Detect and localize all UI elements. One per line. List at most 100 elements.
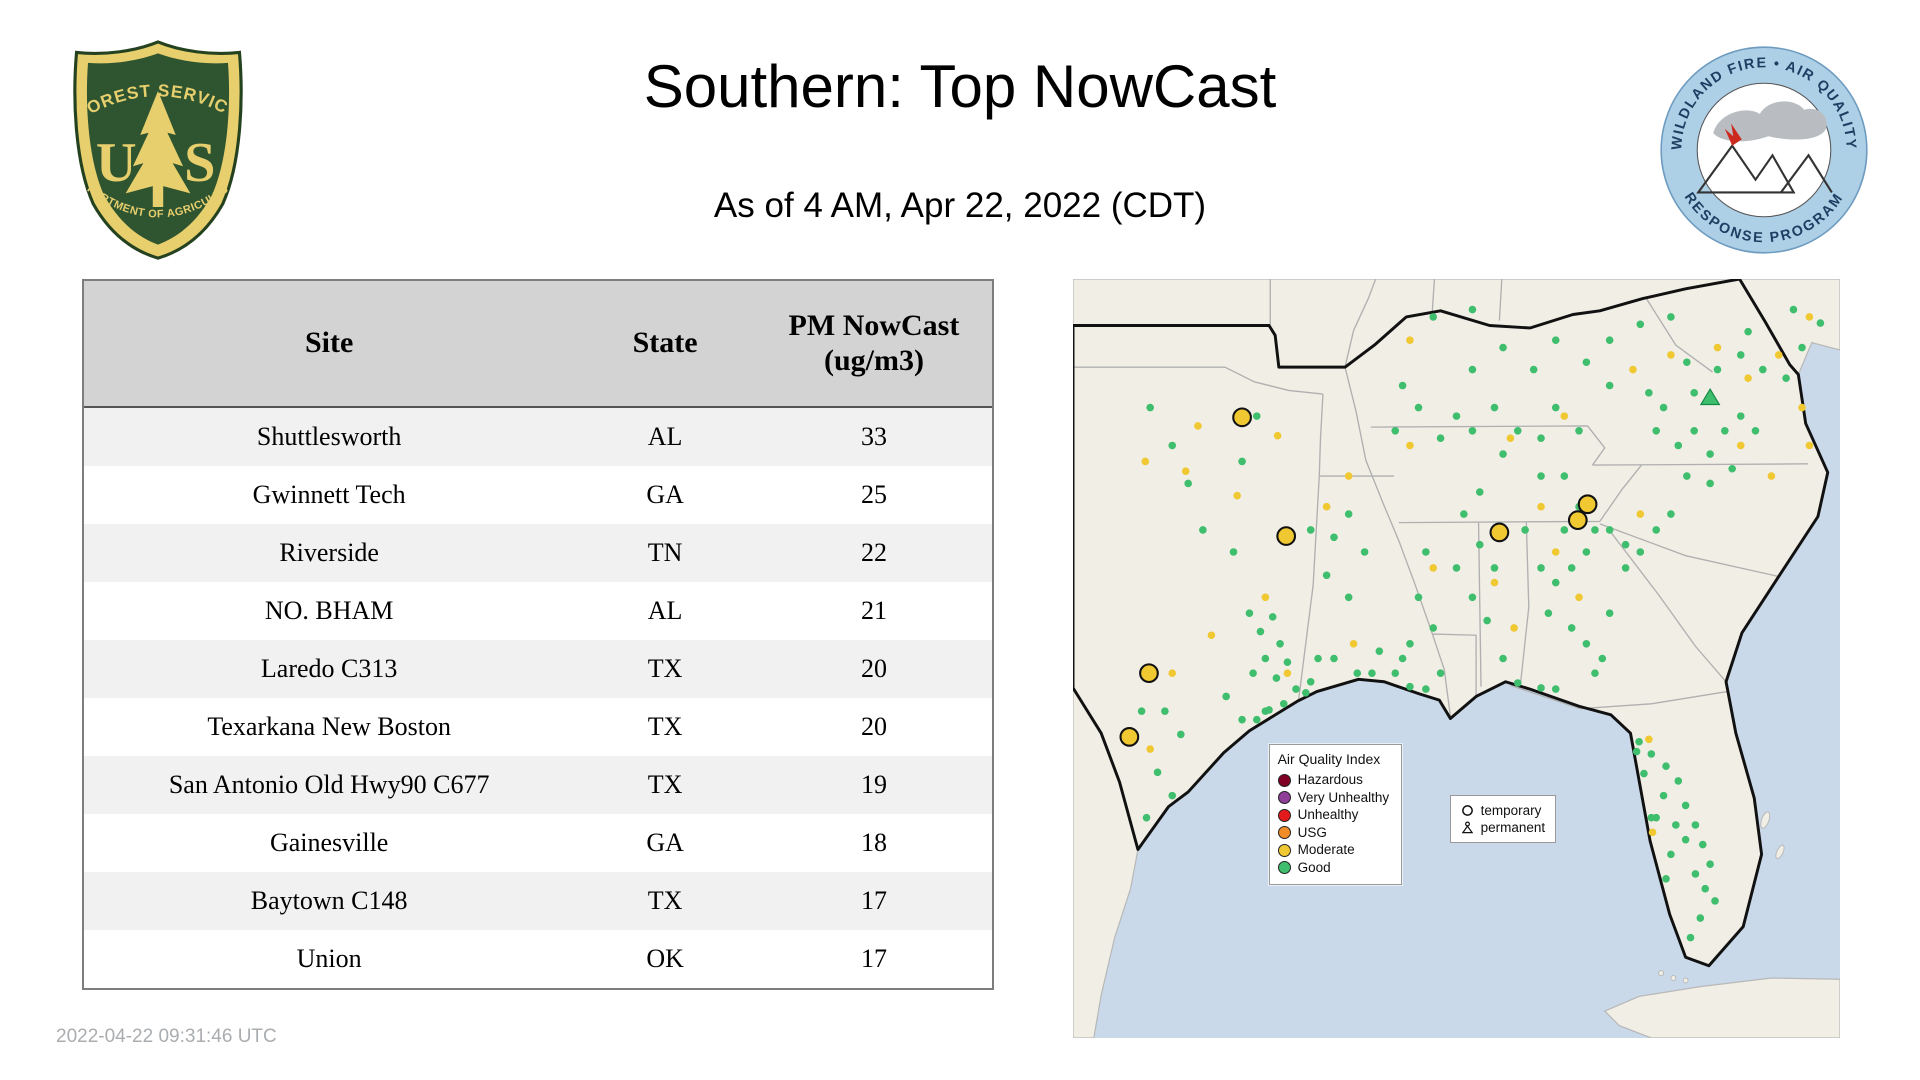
table-row: Laredo C313 TX 20 bbox=[84, 640, 992, 698]
aqi-legend-item: USG bbox=[1277, 824, 1390, 842]
island bbox=[1760, 811, 1771, 829]
monitor-good-dot bbox=[1322, 571, 1331, 580]
monitor-temporary-moderate bbox=[1567, 510, 1588, 531]
monitor-moderate-dot bbox=[1805, 313, 1814, 321]
monitor-good-dot bbox=[1706, 860, 1714, 868]
monitor-moderate-dot bbox=[1774, 351, 1783, 359]
monitor-temporary-moderate bbox=[1139, 663, 1159, 684]
monitor-good-dot bbox=[1582, 548, 1591, 556]
monitor-good-dot bbox=[1344, 593, 1353, 602]
monitor-good-dot bbox=[1672, 821, 1680, 829]
table-row: Riverside TN 22 bbox=[84, 524, 992, 582]
monitor-good-dot bbox=[1789, 305, 1798, 314]
pine-tree-icon bbox=[125, 91, 191, 207]
monitor-moderate-dot bbox=[1349, 640, 1358, 648]
monitor-good-dot bbox=[1551, 403, 1560, 412]
monitor-good-dot bbox=[1591, 526, 1599, 534]
monitor-good-dot bbox=[1652, 526, 1661, 534]
monitor-good-dot bbox=[1521, 526, 1529, 534]
monitor-good-dot bbox=[1816, 319, 1825, 327]
logo-inner-circle bbox=[1696, 82, 1832, 218]
table-row: NO. BHAM AL 21 bbox=[84, 582, 992, 640]
monitor-permanent-good bbox=[1699, 387, 1721, 406]
table-header-row: Site State PM NowCast (ug/m3) bbox=[84, 281, 992, 408]
monitor-good-dot bbox=[1314, 654, 1322, 663]
state-borders bbox=[1073, 279, 1809, 717]
monitor-moderate-dot bbox=[1629, 365, 1637, 374]
monitor-good-dot bbox=[1222, 692, 1230, 701]
monitor-good-dot bbox=[1391, 427, 1400, 435]
monitor-moderate-dot bbox=[1744, 374, 1752, 382]
monitor-good-dot bbox=[1736, 412, 1745, 420]
monitor-good-dot bbox=[1261, 654, 1270, 663]
monitor-good-dot bbox=[1161, 707, 1169, 715]
monitor-good-dot bbox=[1621, 564, 1630, 572]
column-header: PM NowCast (ug/m3) bbox=[755, 281, 992, 408]
monitor-moderate-dot bbox=[1667, 351, 1675, 359]
monitor-good-dot bbox=[1279, 700, 1288, 708]
monitor-good-dot bbox=[1406, 640, 1414, 648]
smoke-plume-icon bbox=[1713, 101, 1827, 142]
monitor-good-dot bbox=[1184, 479, 1192, 488]
aqi-legend-item: Moderate bbox=[1277, 841, 1390, 859]
monitor-moderate-dot bbox=[1429, 564, 1438, 572]
marker-legend-temporary-label: temporary bbox=[1480, 803, 1542, 819]
usfs-monogram-u: U bbox=[96, 132, 137, 194]
monitor-good-dot bbox=[1605, 609, 1614, 617]
monitor-good-dot bbox=[1422, 548, 1430, 556]
monitor-good-dot bbox=[1667, 850, 1675, 859]
monitor-good-dot bbox=[1636, 548, 1645, 556]
monitor-temporary-moderate bbox=[1489, 522, 1510, 543]
monitor-good-dot bbox=[1683, 358, 1691, 367]
monitor-moderate-dot bbox=[1575, 593, 1583, 602]
monitor-good-dot bbox=[1499, 343, 1507, 352]
monitor-good-dot bbox=[1142, 813, 1151, 822]
table-row: Baytown C148 TX 17 bbox=[84, 872, 992, 930]
table-row: Gwinnett Tech GA 25 bbox=[84, 466, 992, 524]
monitor-good-dot bbox=[1199, 526, 1207, 534]
monitor-good-dot bbox=[1632, 747, 1641, 756]
monitor-good-dot bbox=[1306, 526, 1315, 534]
table-row: Texarkana New Boston TX 20 bbox=[84, 698, 992, 756]
monitor-good-dot bbox=[1475, 488, 1484, 496]
monitor-good-dot bbox=[1706, 479, 1714, 488]
monitor-moderate-dot bbox=[1767, 472, 1776, 480]
monitor-good-dot bbox=[1452, 412, 1461, 420]
monitor-good-dot bbox=[1265, 706, 1273, 714]
monitor-good-dot bbox=[1414, 593, 1423, 602]
monitor-good-dot bbox=[1701, 884, 1710, 893]
monitor-good-dot bbox=[1268, 613, 1277, 621]
temporary-marker-icon bbox=[1461, 805, 1473, 816]
monitor-good-dot bbox=[1168, 441, 1177, 450]
monitor-moderate-dot bbox=[1406, 336, 1414, 345]
monitor-good-dot bbox=[1759, 365, 1767, 374]
monitor-moderate-dot bbox=[1168, 669, 1177, 677]
table-row: Union OK 17 bbox=[84, 930, 992, 988]
report-datetime: As of 4 AM, Apr 22, 2022 (CDT) bbox=[713, 186, 1207, 225]
monitor-moderate-dot bbox=[1141, 457, 1150, 466]
monitor-good-dot bbox=[1662, 875, 1670, 883]
aqi-color-swatch bbox=[1277, 808, 1291, 822]
monitor-good-dot bbox=[1551, 336, 1560, 345]
monitor-good-dot bbox=[1591, 669, 1599, 677]
aqi-legend-item: Good bbox=[1277, 859, 1390, 877]
monitor-good-dot bbox=[1499, 654, 1507, 663]
monitor-good-dot bbox=[1744, 327, 1752, 336]
monitor-good-dot bbox=[1667, 510, 1675, 518]
monitor-good-dot bbox=[1360, 548, 1369, 556]
monitor-good-dot bbox=[1567, 624, 1576, 632]
aqi-legend-label: Unhealthy bbox=[1297, 807, 1359, 823]
monitor-moderate-dot bbox=[1636, 510, 1645, 518]
monitor-moderate-dot bbox=[1537, 502, 1545, 511]
monitor-good-dot bbox=[1782, 374, 1790, 382]
monitor-temporary-moderate bbox=[1577, 494, 1598, 515]
monitor-moderate-dot bbox=[1273, 431, 1282, 440]
usfs-monogram-s: S bbox=[184, 132, 215, 194]
monitor-moderate-dot bbox=[1736, 441, 1745, 450]
monitor-good-dot bbox=[1460, 510, 1468, 518]
aqi-legend-item: Very Unhealthy bbox=[1277, 789, 1389, 807]
monitor-good-dot bbox=[1605, 381, 1614, 390]
monitor-moderate-dot bbox=[1344, 472, 1353, 480]
monitor-good-dot bbox=[1422, 685, 1430, 693]
aqi-color-swatch bbox=[1277, 773, 1291, 787]
